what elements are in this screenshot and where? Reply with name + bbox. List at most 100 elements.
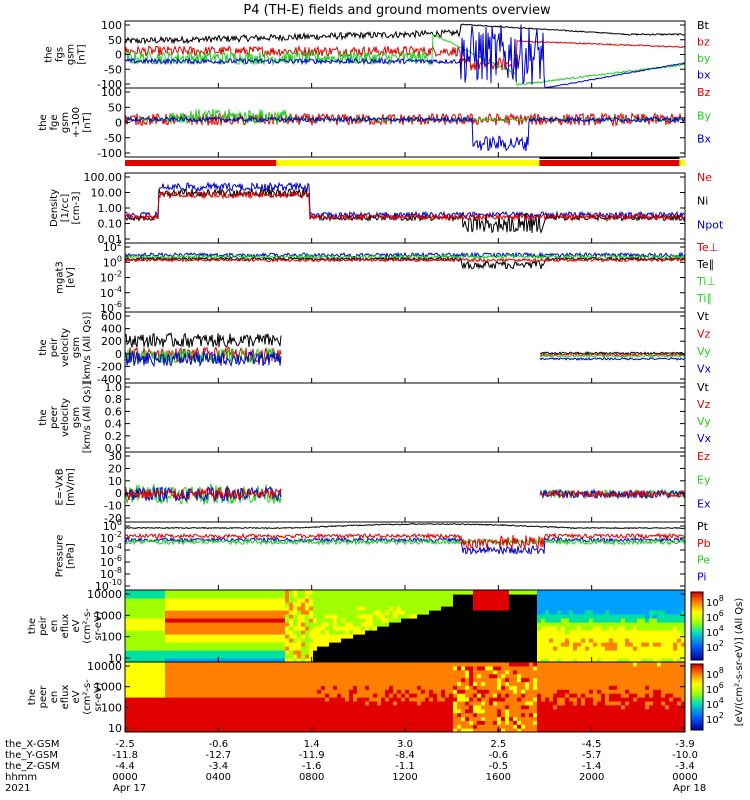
heatmap-cell [473,654,478,659]
heatmap-cell [157,716,162,721]
heatmap-cell [365,712,370,718]
heatmap-cell [273,685,278,690]
heatmap-cell [309,594,314,599]
heatmap-cell [153,689,158,694]
heatmap-cell [341,704,346,710]
heatmap-cell [569,650,574,655]
heatmap-cell [397,630,402,635]
heatmap-cell [557,634,562,639]
heatmap-cell [201,646,206,651]
heatmap-cell [561,622,566,627]
heatmap-cell [421,606,426,611]
heatmap-cell [469,654,474,659]
heatmap-cell [497,665,502,671]
heatmap-cell [325,622,330,627]
heatmap-cell [229,642,234,647]
heatmap-cell [357,594,362,599]
heatmap-cell [473,590,478,595]
heatmap-cell [489,673,494,679]
y-tick-label: 10-6 [100,554,122,569]
heatmap-cell [473,677,478,683]
heatmap-cell [145,614,150,619]
heatmap-cell [281,654,286,659]
heatmap-cell [305,622,310,627]
heatmap-cell [325,594,330,599]
heatmap-cell [337,606,342,611]
heatmap-cell [445,681,450,686]
heatmap-cell [181,614,186,619]
heatmap-cell [137,724,142,729]
heatmap-cell [581,590,586,595]
heatmap-cell [637,622,642,627]
heatmap-cell [265,669,270,675]
heatmap-cell [369,712,374,718]
heatmap-cell [253,665,258,671]
heatmap-cell [457,646,462,651]
heatmap-cell [453,700,458,706]
heatmap-cell [161,610,166,615]
heatmap-cell [601,630,606,635]
heatmap-cell [145,724,150,729]
heatmap-cell [601,602,606,607]
heatmap-cell [273,693,278,698]
heatmap-cell [393,638,398,643]
heatmap-cell [153,704,158,710]
heatmap-cell [553,681,558,686]
heatmap-cell [469,685,474,690]
heatmap-cell [665,642,670,647]
heatmap-cell [525,728,530,732]
heatmap-cell [309,720,314,725]
heatmap-cell [565,708,570,714]
heatmap-cell [277,724,282,729]
heatmap-cell [257,716,262,721]
heatmap-cell [517,610,522,615]
heatmap-cell [609,642,614,647]
heatmap-cell [433,712,438,718]
heatmap-cell [273,708,278,714]
heatmap-cell [365,646,370,651]
heatmap-cell [469,669,474,675]
heatmap-cell [125,700,130,706]
heatmap-cell [509,697,514,702]
heatmap-cell [669,642,674,647]
heatmap-cell [261,594,266,599]
heatmap-cell [525,590,530,595]
heatmap-cell [413,634,418,639]
heatmap-cell [537,708,542,714]
heatmap-cell [285,642,290,647]
heatmap-cell [509,677,514,683]
heatmap-cell [653,622,658,627]
heatmap-cell [505,638,510,643]
heatmap-cell [413,614,418,619]
heatmap-cell [665,618,670,623]
heatmap-cell [137,720,142,725]
heatmap-cell [333,665,338,671]
heatmap-cell [609,630,614,635]
heatmap-cell [541,720,546,725]
heatmap-cell [581,610,586,615]
heatmap-cell [369,606,374,611]
heatmap-cell [557,654,562,659]
heatmap-cell [201,618,206,623]
heatmap-cell [517,689,522,694]
heatmap-cell [305,693,310,698]
heatmap-cell [553,693,558,698]
heatmap-cell [625,650,630,655]
heatmap-cell [497,590,502,595]
heatmap-cell [229,712,234,718]
heatmap-cell [457,665,462,671]
heatmap-cell [397,618,402,623]
heatmap-cell [229,634,234,639]
heatmap-cell [557,669,562,675]
heatmap-cell [373,720,378,725]
heatmap-cell [225,598,230,603]
heatmap-cell [133,634,138,639]
heatmap-cell [413,606,418,611]
heatmap-cell [337,610,342,615]
heatmap-cell [189,720,194,725]
heatmap-cell [161,630,166,635]
heatmap-cell [281,598,286,603]
heatmap-cell [209,650,214,655]
heatmap-cell [577,728,582,732]
heatmap-cell [629,602,634,607]
